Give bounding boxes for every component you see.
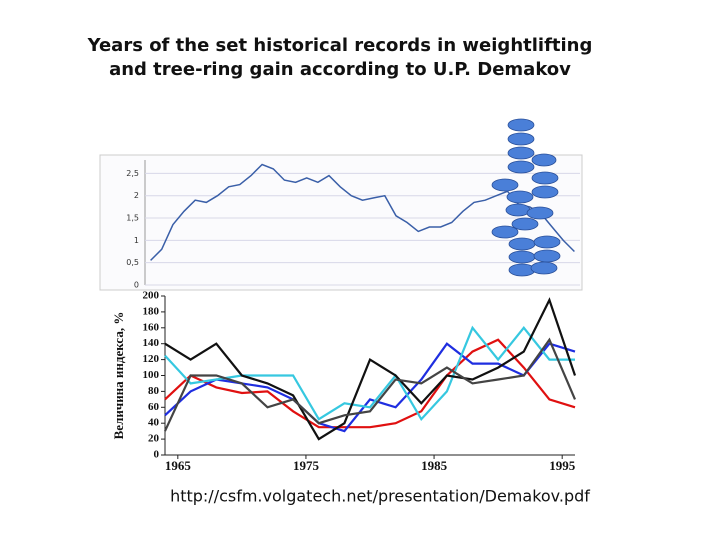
x-tick-label: 1965 — [165, 458, 192, 473]
y-tick-label: 0,5 — [126, 258, 139, 267]
x-tick-label: 1995 — [549, 458, 576, 473]
y-tick-label: 1,5 — [126, 214, 139, 223]
source-url: http://csfm.volgatech.net/presentation/D… — [170, 487, 590, 506]
y-tick-label: 2,5 — [126, 169, 139, 178]
y-tick-label: 2 — [134, 191, 139, 200]
data-line — [164, 297, 577, 441]
y-tick-label: 200 — [143, 290, 160, 302]
y-tick-label: 40 — [148, 417, 160, 429]
y-axis-label: Величина индекса, % — [111, 312, 126, 440]
y-tick-label: 0 — [134, 281, 139, 290]
data-line — [164, 342, 576, 433]
record-markers — [491, 118, 561, 277]
y-tick-label: 180 — [143, 305, 160, 317]
data-line — [164, 338, 576, 429]
y-tick-label: 1 — [134, 236, 139, 245]
data-line — [164, 325, 575, 422]
y-tick-label: 140 — [143, 337, 160, 349]
top-chart-frame — [99, 154, 583, 291]
y-tick-label: 100 — [143, 369, 160, 381]
y-tick-label: 60 — [148, 401, 160, 413]
data-line — [164, 337, 577, 432]
slide-title: and tree-ring gain according to U.P. Dem… — [109, 59, 571, 80]
y-tick-label: 120 — [143, 353, 160, 365]
y-tick-label: 80 — [148, 385, 160, 397]
x-tick-label: 1985 — [421, 458, 448, 473]
y-tick-label: 160 — [143, 321, 160, 333]
y-tick-label: 0 — [154, 449, 160, 461]
slide-title: Years of the set historical records in w… — [87, 35, 593, 56]
x-tick-label: 1975 — [293, 458, 320, 473]
data-line — [150, 163, 575, 261]
y-tick-label: 20 — [148, 433, 160, 445]
